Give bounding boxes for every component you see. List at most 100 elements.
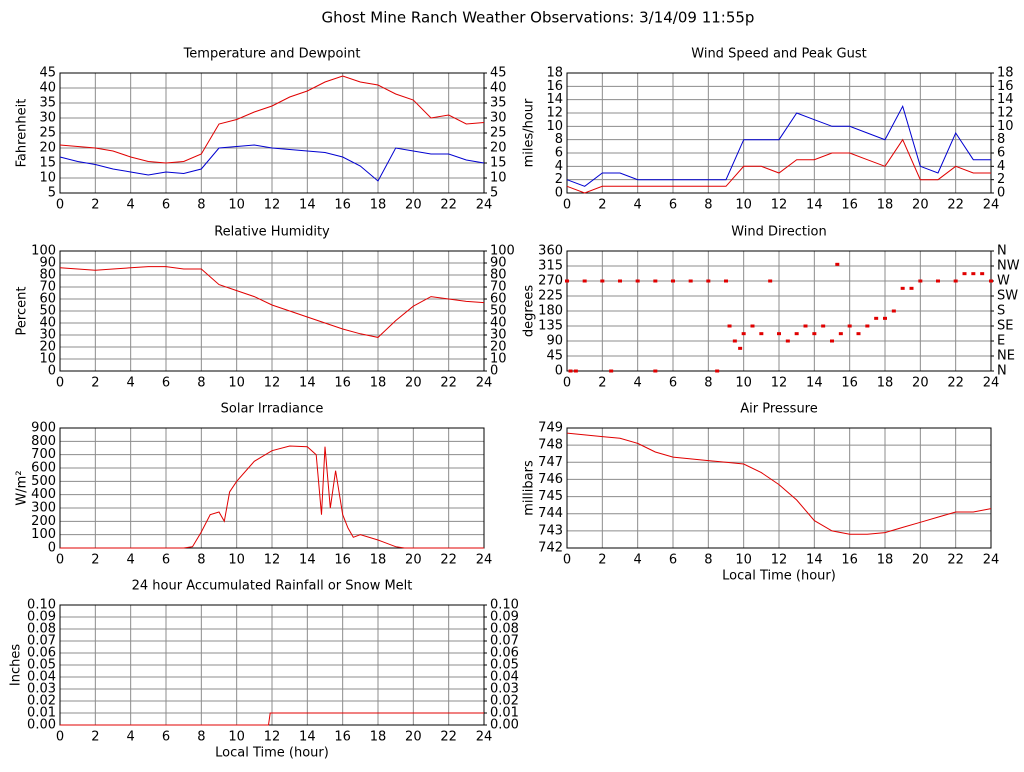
data-point — [835, 262, 840, 266]
data-point — [794, 332, 799, 336]
y2-tick-label: 0.07 — [490, 634, 519, 649]
y-tick-label: 600 — [31, 461, 56, 476]
data-point — [803, 324, 808, 328]
data-point — [732, 339, 737, 343]
y2-tick-label: 0.05 — [490, 658, 519, 673]
x-tick-label: 6 — [669, 553, 677, 568]
y-tick-label: 60 — [39, 292, 56, 307]
x-tick-label: 22 — [440, 730, 457, 745]
y2-tick-label: 30 — [490, 328, 507, 343]
y-tick-label: 800 — [31, 434, 56, 449]
data-point — [565, 279, 569, 283]
x-tick-label: 14 — [806, 553, 823, 568]
y2-tick-label: 0.08 — [490, 622, 519, 637]
y2-tick-label: 20 — [490, 141, 507, 156]
x-tick-label: 4 — [634, 553, 642, 568]
data-point — [936, 279, 940, 283]
y-tick-label: 135 — [538, 319, 563, 334]
data-point — [953, 279, 958, 283]
y-tick-label: 30 — [39, 328, 56, 343]
y-tick-label: 0 — [48, 364, 56, 379]
y-tick-label: 16 — [546, 79, 563, 94]
data-point — [891, 309, 896, 313]
x-tick-label: 16 — [841, 376, 858, 391]
y-tick-label: 900 — [31, 421, 56, 436]
data-point — [821, 324, 826, 328]
x-tick-label: 22 — [947, 198, 964, 213]
plot-frame — [566, 72, 992, 194]
y-tick-label: 0.04 — [27, 670, 56, 685]
y2-tick-label: 2 — [997, 172, 1005, 187]
y-tick-label: 45 — [546, 349, 563, 364]
x-tick-label: 8 — [704, 553, 712, 568]
y-tick-label: 100 — [31, 244, 56, 259]
y-tick-label: 747 — [538, 455, 563, 470]
y2-tick-label: W — [997, 274, 1010, 289]
x-tick-label: 2 — [598, 198, 606, 213]
y-tick-label: 70 — [39, 280, 56, 295]
y-tick-label: 40 — [39, 81, 56, 96]
y-tick-label: 315 — [538, 259, 563, 274]
x-tick-label: 14 — [299, 376, 316, 391]
x-tick-label: 18 — [370, 730, 387, 745]
y-tick-label: 0.10 — [27, 598, 56, 613]
y-tick-label: 45 — [39, 66, 56, 81]
y-tick-label: 0 — [48, 541, 56, 556]
data-line — [59, 144, 485, 182]
plot-frame — [59, 72, 485, 194]
y-tick-label: 20 — [39, 340, 56, 355]
y2-tick-label: 0 — [490, 364, 498, 379]
y2-tick-label: 6 — [997, 146, 1005, 161]
data-point — [865, 324, 870, 328]
y-tick-label: 12 — [546, 106, 563, 121]
data-point — [750, 324, 755, 328]
y-tick-label: 20 — [39, 141, 56, 156]
data-point — [715, 369, 720, 373]
x-tick-label: 20 — [405, 553, 422, 568]
y-tick-label: 0.08 — [27, 622, 56, 637]
data-point — [830, 339, 834, 343]
x-tick-label: 24 — [476, 376, 493, 391]
data-point — [653, 369, 658, 373]
y-tick-label: 18 — [546, 66, 563, 81]
x-tick-label: 10 — [228, 553, 245, 568]
y-tick-label: 100 — [31, 527, 56, 542]
y2-tick-label: 12 — [997, 106, 1014, 121]
data-point — [785, 339, 790, 343]
y-tick-label: 360 — [538, 244, 563, 259]
data-point — [759, 332, 764, 336]
data-point — [971, 272, 976, 276]
data-point — [568, 369, 573, 373]
y2-tick-label: S — [997, 304, 1005, 319]
y-tick-label: 10 — [546, 119, 563, 134]
x-tick-label: 2 — [91, 198, 99, 213]
y-tick-label: 180 — [538, 304, 563, 319]
y2-tick-label: 5 — [490, 186, 498, 201]
y-tick-label: 5 — [48, 186, 56, 201]
y-tick-label: 2 — [555, 172, 563, 187]
x-tick-label: 8 — [197, 198, 205, 213]
y-tick-label: 700 — [31, 447, 56, 462]
y-tick-label: 200 — [31, 514, 56, 529]
y2-tick-label: 25 — [490, 126, 507, 141]
y-tick-label: 748 — [538, 438, 563, 453]
x-tick-label: 14 — [299, 198, 316, 213]
x-tick-label: 12 — [264, 553, 281, 568]
plot-frame — [59, 427, 485, 549]
data-point — [582, 279, 587, 283]
y-tick-label: 90 — [546, 334, 563, 349]
x-tick-label: 2 — [91, 376, 99, 391]
data-line — [60, 712, 484, 726]
y-tick-label: 400 — [31, 487, 56, 502]
plot-frame — [566, 250, 992, 372]
x-tick-label: 4 — [634, 198, 642, 213]
x-tick-label: 18 — [370, 376, 387, 391]
y-tick-label: 10 — [39, 352, 56, 367]
x-tick-label: 2 — [91, 553, 99, 568]
y2-tick-label: NE — [997, 349, 1015, 364]
x-tick-label: 24 — [476, 730, 493, 745]
y2-tick-label: 18 — [997, 66, 1014, 81]
